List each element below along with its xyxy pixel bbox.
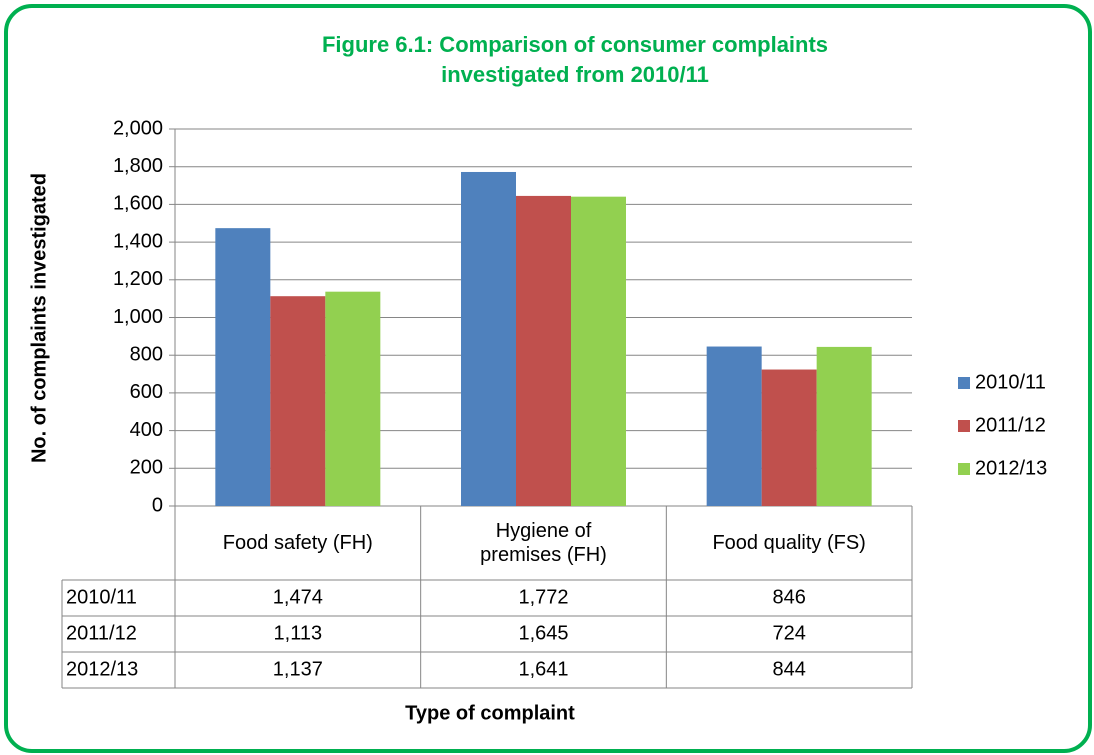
bar [461,171,516,506]
y-tick-label: 1,200 [113,268,163,290]
table-value: 1,137 [273,658,323,680]
y-axis-label: No. of complaints investigated [28,173,50,463]
table-value: 844 [772,658,805,680]
y-tick-label: 1,000 [113,306,163,328]
bar [571,196,626,506]
bar [761,369,817,506]
y-tick-label: 2,000 [113,117,163,139]
table-value: 1,641 [518,658,568,680]
table-row-label: 2010/11 [66,586,137,608]
table-value: 1,113 [274,622,323,644]
y-tick-label: 1,400 [113,230,163,252]
x-tick-label: Food quality (FS) [712,532,866,554]
bar [706,346,762,506]
y-tick-label: 1,800 [113,155,163,177]
bar [816,346,872,506]
bar [215,228,271,506]
legend-label: 2010/11 [975,371,1046,393]
bar [516,195,571,507]
table-value: 724 [772,622,805,644]
legend-swatch [958,463,970,475]
chart-title: Figure 6.1: Comparison of consumer compl… [321,32,829,87]
y-tick-label: 1,600 [113,193,163,215]
table-value: 846 [772,586,805,608]
legend-swatch [958,420,970,432]
y-tick-label: 0 [152,494,163,516]
table-value: 1,645 [518,622,568,644]
y-tick-label: 200 [130,457,163,479]
x-tick-label: Food safety (FH) [222,532,373,554]
frame [4,4,1092,753]
table-value: 1,474 [273,586,323,608]
y-tick-label: 600 [130,381,163,403]
bar [325,291,381,506]
table-row-label: 2012/13 [66,658,138,680]
x-tick-label: Hygiene of premises (FH) [480,520,607,566]
y-tick-label: 400 [130,419,163,441]
table-value: 1,772 [518,586,568,608]
legend-label: 2012/13 [975,457,1047,479]
legend-swatch [958,377,970,389]
x-axis-label: Type of complaint [405,702,575,724]
y-tick-label: 800 [130,343,163,365]
legend-label: 2011/12 [975,414,1046,436]
bar [270,296,326,506]
table-row-label: 2011/12 [66,622,137,644]
